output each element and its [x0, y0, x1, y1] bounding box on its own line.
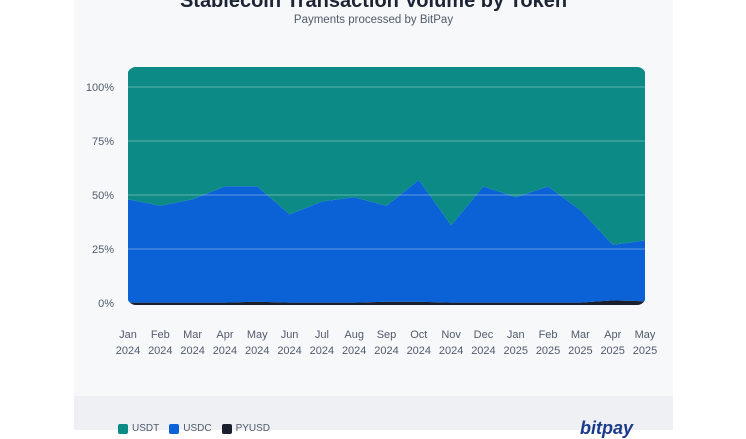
chart-title: Stablecoin Transaction Volume by Token: [179, 0, 568, 12]
legend-swatch: [169, 423, 180, 434]
x-tick-year: 2024: [277, 345, 301, 357]
x-tick-year: 2024: [310, 345, 334, 357]
x-tick-month: Feb: [151, 329, 170, 341]
chart-subtitle: Payments processed by BitPay: [293, 14, 454, 26]
series-area-usdt: [128, 67, 645, 245]
chart-legend: USDT USDC PYUSD: [118, 423, 270, 434]
x-tick-month: Mar: [571, 329, 590, 341]
x-tick-year: 2025: [600, 345, 624, 357]
series-area-pyusd: [128, 300, 645, 305]
x-tick-month: May: [635, 329, 656, 341]
x-tick-month: Apr: [216, 329, 233, 341]
legend-item-usdc: USDC: [169, 423, 212, 434]
y-tick-label: 75%: [92, 136, 114, 148]
x-tick-month: May: [247, 329, 268, 341]
x-tick-year: 2025: [536, 345, 560, 357]
x-tick-year: 2025: [504, 345, 528, 357]
x-tick-year: 2024: [471, 345, 495, 357]
x-tick-month: Feb: [539, 329, 558, 341]
area-chart: 0% 25% 50% 75% 100% Jan 2024 Feb 2024 Mar 2024 Apr 2…: [86, 67, 657, 357]
y-tick-label: 100%: [86, 82, 114, 94]
x-tick-year: 2024: [180, 345, 204, 357]
x-tick-month: Jan: [507, 329, 525, 341]
x-tick-month: Dec: [474, 329, 494, 341]
legend-label: PYUSD: [235, 423, 271, 434]
legend-label: USDC: [183, 423, 212, 434]
legend-item-usdt: USDT: [118, 423, 159, 434]
x-tick-month: Sep: [377, 329, 397, 341]
plot-area: [127, 67, 646, 305]
x-tick-year: 2024: [148, 345, 172, 357]
legend-label: USDT: [132, 423, 160, 434]
x-tick-month: Jun: [281, 329, 299, 341]
legend-swatch: [221, 423, 232, 434]
series-area-usdc: [128, 179, 645, 303]
x-tick-month: Jan: [119, 329, 137, 341]
x-tick-year: 2025: [568, 345, 592, 357]
x-tick-year: 2024: [213, 345, 237, 357]
x-tick-month: Oct: [410, 329, 427, 341]
legend-item-pyusd: PYUSD: [221, 423, 271, 434]
x-tick-month: Nov: [441, 329, 461, 341]
x-tick-month: Mar: [183, 329, 202, 341]
y-tick-label: 0%: [98, 298, 114, 310]
x-tick-year: 2024: [439, 345, 463, 357]
x-tick-year: 2024: [116, 345, 140, 357]
x-tick-year: 2025: [633, 345, 657, 357]
x-tick-year: 2024: [245, 345, 269, 357]
bitpay-logo: bitpay: [580, 418, 634, 438]
x-tick-month: Jul: [315, 329, 329, 341]
x-tick-month: Apr: [604, 329, 621, 341]
x-tick-year: 2024: [374, 345, 398, 357]
legend-swatch: [118, 423, 128, 434]
x-tick-month: Aug: [344, 329, 364, 341]
x-tick-year: 2024: [342, 345, 366, 357]
x-tick-year: 2024: [407, 345, 431, 357]
y-tick-label: 50%: [92, 190, 114, 202]
y-tick-label: 25%: [92, 244, 114, 256]
